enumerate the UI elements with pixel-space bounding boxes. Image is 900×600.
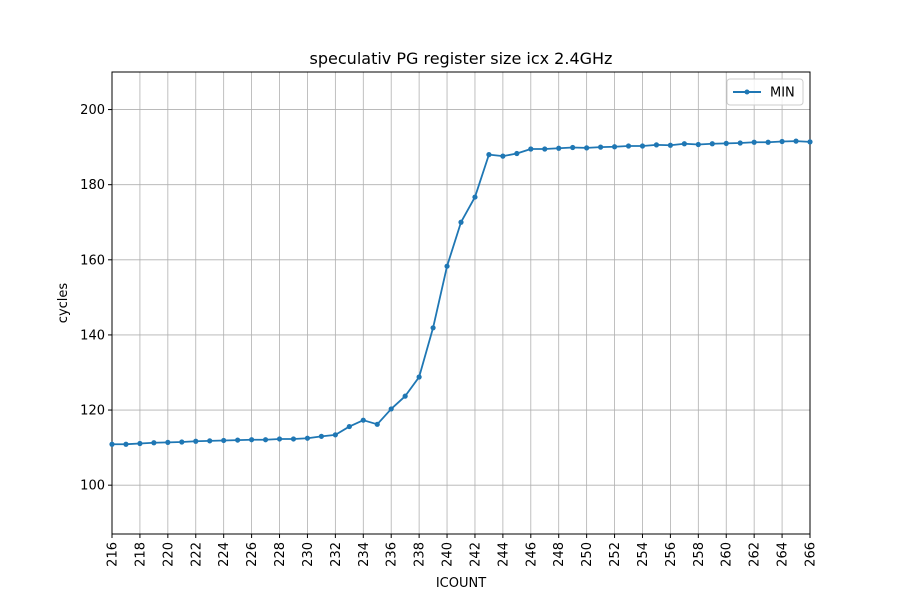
data-point — [695, 141, 701, 148]
x-tick-label: 242 — [468, 542, 483, 567]
data-point — [765, 139, 771, 145]
data-point — [793, 138, 799, 144]
data-point — [123, 441, 129, 447]
x-tick-label: 230 — [301, 542, 316, 567]
data-point — [374, 421, 380, 427]
data-point — [556, 145, 562, 151]
data-point — [318, 433, 324, 439]
data-point — [290, 436, 297, 442]
y-tick-label: 120 — [80, 404, 105, 419]
data-point — [332, 432, 338, 438]
data-point — [207, 438, 213, 444]
x-tick-label: 260 — [720, 542, 735, 567]
x-tick-label: 256 — [664, 542, 679, 567]
data-point — [598, 144, 604, 150]
data-point — [528, 146, 534, 152]
x-tick-label: 220 — [161, 542, 176, 567]
x-axis-label: ICOUNT — [436, 576, 486, 591]
data-point — [709, 141, 715, 147]
data-point — [346, 423, 352, 430]
x-tick-label: 234 — [357, 542, 372, 567]
x-tick-label: 258 — [692, 542, 707, 567]
data-point — [444, 263, 450, 269]
data-point — [388, 406, 394, 412]
data-point — [416, 374, 422, 380]
y-tick-label: 160 — [80, 253, 105, 268]
x-tick-label: 226 — [245, 542, 260, 567]
data-point — [221, 437, 227, 444]
data-point — [584, 145, 590, 151]
x-tick-label: 244 — [496, 542, 511, 567]
data-point — [276, 436, 283, 442]
y-axis-label: cycles — [56, 283, 71, 324]
x-tick-label: 264 — [776, 542, 791, 567]
legend-entry-min: MIN — [770, 86, 795, 101]
data-point — [304, 435, 311, 441]
data-point — [542, 146, 548, 152]
legend: MIN — [726, 78, 804, 106]
x-tick-label: 254 — [636, 542, 651, 567]
data-point — [179, 439, 185, 445]
x-tick-label: 228 — [273, 542, 288, 567]
y-tick-label: 180 — [80, 178, 105, 193]
data-point — [360, 417, 366, 423]
x-tick-label: 224 — [217, 542, 232, 567]
chart-title: speculativ PG register size icx 2.4GHz — [310, 49, 613, 68]
data-point — [625, 143, 632, 149]
data-point — [262, 437, 269, 443]
data-point — [639, 143, 646, 149]
x-tick-label: 248 — [552, 542, 567, 567]
x-tick-label: 246 — [524, 542, 539, 567]
data-point — [667, 142, 674, 148]
data-point — [779, 138, 785, 145]
data-point — [235, 437, 241, 443]
data-point — [751, 139, 757, 145]
data-point — [458, 219, 464, 225]
data-point — [807, 139, 813, 145]
x-tick-label: 238 — [413, 542, 428, 567]
axis-ticks: 216 218 220 222 224 226 228 230 232 234 236 238 240 2… — [80, 103, 818, 567]
x-tick-label: 216 — [106, 542, 121, 567]
x-tick-label: 240 — [441, 542, 456, 567]
data-point — [402, 393, 408, 399]
data-point — [737, 140, 743, 146]
series-layer — [109, 138, 813, 447]
legend-marker-swatch — [744, 89, 750, 95]
data-point — [151, 440, 157, 446]
x-tick-label: 222 — [189, 542, 204, 567]
x-tick-label: 232 — [329, 542, 344, 567]
plot-area-frame — [111, 71, 811, 535]
data-point — [653, 142, 660, 148]
data-point — [500, 153, 506, 159]
y-tick-label: 100 — [80, 479, 105, 494]
y-tick-label: 200 — [80, 103, 105, 118]
data-point — [249, 437, 255, 443]
data-point — [472, 194, 478, 200]
x-tick-label: 252 — [608, 542, 623, 567]
data-point — [165, 439, 171, 445]
data-point — [430, 325, 436, 331]
x-tick-label: 236 — [385, 542, 400, 567]
data-point — [514, 150, 520, 157]
legend-box — [726, 78, 804, 106]
data-point — [681, 141, 687, 147]
x-tick-label: 262 — [748, 542, 763, 567]
x-tick-label: 266 — [804, 542, 819, 567]
data-point — [109, 441, 115, 447]
data-point — [193, 438, 199, 444]
x-tick-label: 218 — [133, 542, 148, 567]
data-point — [570, 144, 576, 151]
data-point — [611, 144, 618, 150]
x-tick-label: 250 — [580, 542, 595, 567]
data-point — [137, 440, 143, 447]
data-point — [486, 152, 492, 158]
grid — [111, 72, 811, 534]
data-point — [723, 140, 729, 146]
y-tick-label: 140 — [80, 328, 105, 343]
